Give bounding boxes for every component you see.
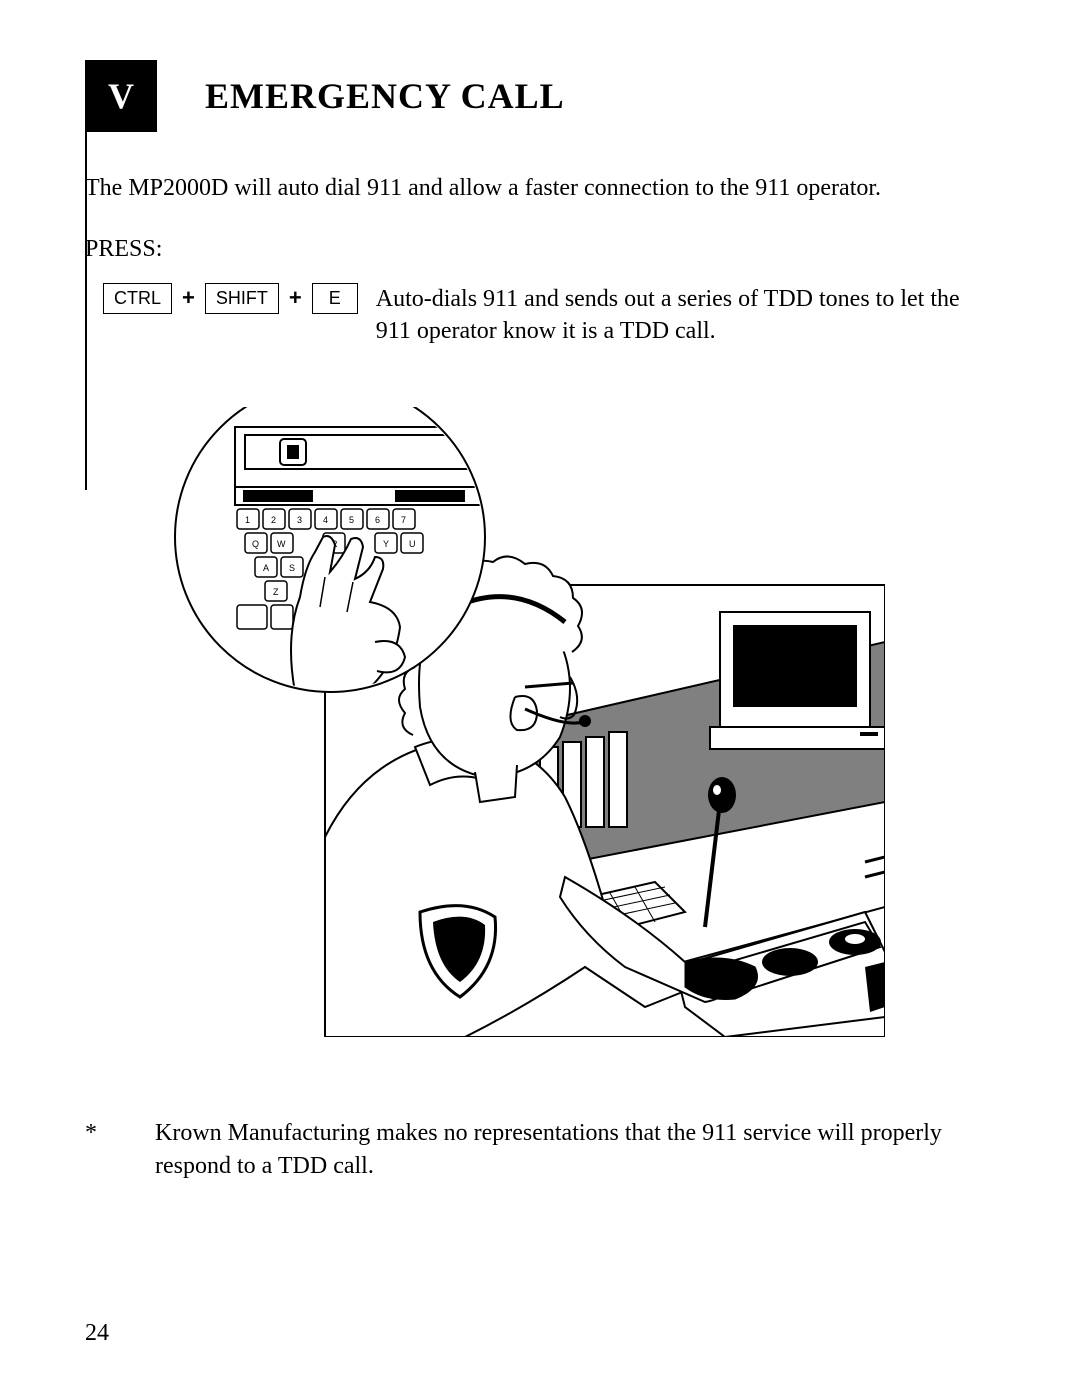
press-label: PRESS: <box>85 236 995 263</box>
intro-text: The MP2000D will auto dial 911 and allow… <box>85 172 995 206</box>
plus-icon: + <box>287 285 304 311</box>
svg-text:4: 4 <box>323 515 328 525</box>
svg-text:7: 7 <box>401 515 406 525</box>
keyboard-shortcut-row: CTRL + SHIFT + E Auto-dials 911 and send… <box>85 283 995 348</box>
svg-text:U: U <box>409 539 416 549</box>
footnote-mark: * <box>85 1117 155 1182</box>
key-e: E <box>312 283 358 314</box>
illustration-svg: 1 2 3 4 5 6 7 Q W <box>165 407 885 1037</box>
svg-text:1: 1 <box>245 515 250 525</box>
svg-text:3: 3 <box>297 515 302 525</box>
svg-text:2: 2 <box>271 515 276 525</box>
svg-text:6: 6 <box>375 515 380 525</box>
illustration: 1 2 3 4 5 6 7 Q W <box>165 407 885 1037</box>
svg-text:Y: Y <box>383 539 389 549</box>
plus-icon: + <box>180 285 197 311</box>
svg-text:Q: Q <box>252 539 259 549</box>
page-number: 24 <box>85 1320 109 1347</box>
key-combo: CTRL + SHIFT + E <box>103 283 358 314</box>
footnote: * Krown Manufacturing makes no represent… <box>85 1117 995 1182</box>
svg-text:Z: Z <box>273 587 279 597</box>
svg-text:A: A <box>263 563 269 573</box>
section-number-badge: V <box>85 60 157 132</box>
svg-text:S: S <box>289 563 295 573</box>
footnote-text: Krown Manufacturing makes no representat… <box>155 1117 995 1182</box>
svg-text:W: W <box>277 539 286 549</box>
key-ctrl: CTRL <box>103 283 172 314</box>
section-title: EMERGENCY CALL <box>205 75 565 117</box>
section-header: V EMERGENCY CALL <box>85 60 995 132</box>
left-margin-rule <box>85 60 87 490</box>
svg-text:5: 5 <box>349 515 354 525</box>
shortcut-description: Auto-dials 911 and sends out a series of… <box>376 283 995 348</box>
manual-page: V EMERGENCY CALL The MP2000D will auto d… <box>0 0 1080 1397</box>
key-shift: SHIFT <box>205 283 279 314</box>
